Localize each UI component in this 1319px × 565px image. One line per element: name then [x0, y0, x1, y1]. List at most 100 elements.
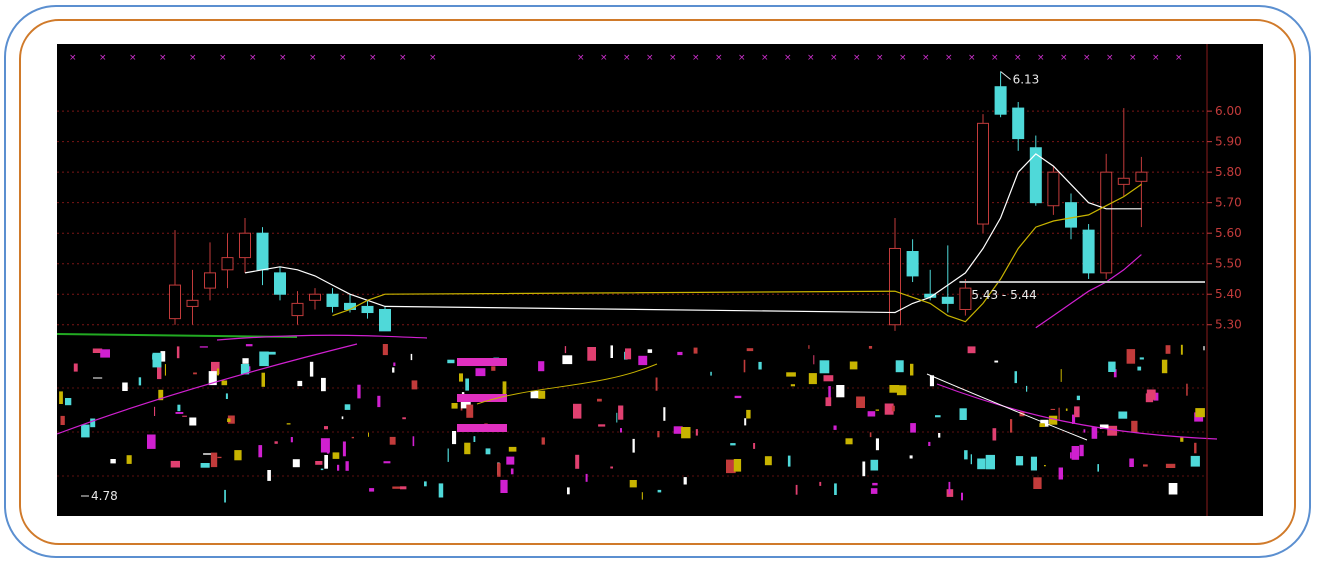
- glitch-artifact: [344, 404, 351, 410]
- glitch-artifact: [746, 348, 754, 352]
- candle-body: [361, 305, 374, 314]
- glitch-artifact: [1076, 395, 1080, 401]
- glitch-artifact: [585, 473, 588, 482]
- glitch-artifact: [459, 373, 463, 382]
- ma-line: [244, 153, 1142, 314]
- glitch-artifact: [465, 378, 469, 391]
- glitch-artifact: [1058, 407, 1060, 421]
- signal-mark: ×: [1106, 53, 1114, 63]
- glitch-artifact: [447, 359, 455, 364]
- glitch-artifact: [189, 417, 197, 426]
- glitch-artifact: [655, 377, 658, 391]
- signal-mark: ×: [279, 53, 287, 63]
- glitch-artifact: [122, 382, 128, 391]
- signal-mark: ×: [968, 53, 976, 63]
- candle: [906, 239, 919, 283]
- glitch-artifact: [389, 436, 396, 445]
- signal-mark: ×: [784, 53, 792, 63]
- glitch-artifact: [59, 391, 63, 404]
- glitch-artifact: [452, 431, 457, 445]
- glitch-artifact: [744, 418, 747, 426]
- glitch-artifact: [1180, 437, 1184, 442]
- candle-body: [1117, 177, 1130, 185]
- glitch-artifact: [245, 344, 253, 347]
- glitch-artifact: [836, 385, 845, 398]
- signal-mark: ×: [399, 53, 407, 63]
- glitch-artifact: [734, 395, 742, 399]
- glitch-artifact: [1190, 455, 1200, 467]
- glitch-artifact: [466, 404, 474, 418]
- signal-mark: ×: [922, 53, 930, 63]
- candle-body: [941, 296, 954, 304]
- glitch-artifact: [210, 452, 218, 468]
- glitch-artifact: [337, 464, 340, 471]
- glitch-artifact: [629, 480, 637, 488]
- glitch-artifact: [393, 362, 396, 366]
- glitch-artifact: [753, 443, 756, 449]
- glitch-artifact: [411, 380, 418, 390]
- glitch-artifact: [464, 442, 471, 455]
- candle-body: [959, 287, 972, 310]
- glitch-artifact: [152, 352, 162, 368]
- candle-body: [906, 251, 919, 277]
- candle-body: [291, 302, 304, 317]
- glitch-artifact: [677, 351, 683, 356]
- signal-mark: ×: [646, 53, 654, 63]
- glitch-artifact: [1050, 408, 1056, 410]
- glitch-artifact: [267, 470, 271, 481]
- glitch-artifact: [967, 346, 976, 354]
- signal-mark: ×: [600, 53, 608, 63]
- low-price-label: 4.78: [91, 489, 118, 503]
- glitch-artifact: [410, 353, 413, 361]
- glitch-artifact: [485, 448, 491, 455]
- glitch-artifact: [726, 459, 736, 474]
- candle: [1100, 153, 1113, 279]
- glitch-artifact: [154, 406, 156, 416]
- glitch-block: [457, 358, 507, 366]
- glitch-artifact: [266, 351, 276, 355]
- glitch-artifact: [93, 377, 103, 379]
- glitch-artifact: [790, 384, 795, 387]
- signal-mark: ×: [761, 53, 769, 63]
- glitch-artifact: [1033, 477, 1042, 489]
- signal-mark: ×: [692, 53, 700, 63]
- glitch-artifact: [170, 460, 180, 468]
- glitch-line: [216, 334, 428, 341]
- glitch-artifact: [497, 463, 501, 477]
- candle: [291, 291, 304, 325]
- glitch-artifact: [324, 426, 328, 430]
- glitch-artifact: [961, 492, 963, 501]
- glitch-artifact: [935, 415, 941, 418]
- glitch-artifact: [663, 407, 666, 421]
- glitch-artifact: [1074, 406, 1080, 418]
- candle-body: [1029, 147, 1042, 204]
- glitch-artifact: [1079, 444, 1084, 457]
- glitch-artifact: [909, 455, 913, 459]
- glitch-artifact: [808, 345, 810, 349]
- signal-mark: ×: [1083, 53, 1091, 63]
- glitch-artifact: [297, 380, 303, 387]
- glitch-artifact: [828, 386, 831, 401]
- glitch-artifact: [175, 412, 184, 414]
- glitch-artifact: [872, 482, 878, 486]
- candle-body: [1012, 107, 1025, 140]
- glitch-artifact: [673, 426, 683, 434]
- glitch-artifact: [618, 405, 624, 420]
- glitch-artifact: [234, 450, 242, 461]
- candle: [1135, 156, 1148, 228]
- candle: [274, 266, 286, 301]
- glitch-artifact: [447, 448, 449, 462]
- signal-mark: ×: [369, 53, 377, 63]
- signal-mark: ×: [669, 53, 677, 63]
- glitch-artifact: [1015, 456, 1024, 466]
- glitch-line: [57, 333, 298, 338]
- glitch-block: [457, 424, 507, 432]
- signal-mark: ×: [429, 53, 437, 63]
- glitch-artifact: [182, 415, 187, 417]
- glitch-artifact: [730, 443, 736, 446]
- glitch-artifact: [895, 360, 904, 373]
- signal-mark: ×: [1037, 53, 1045, 63]
- glitch-artifact: [758, 361, 762, 370]
- glitch-artifact: [1143, 464, 1148, 467]
- candle: [361, 300, 374, 319]
